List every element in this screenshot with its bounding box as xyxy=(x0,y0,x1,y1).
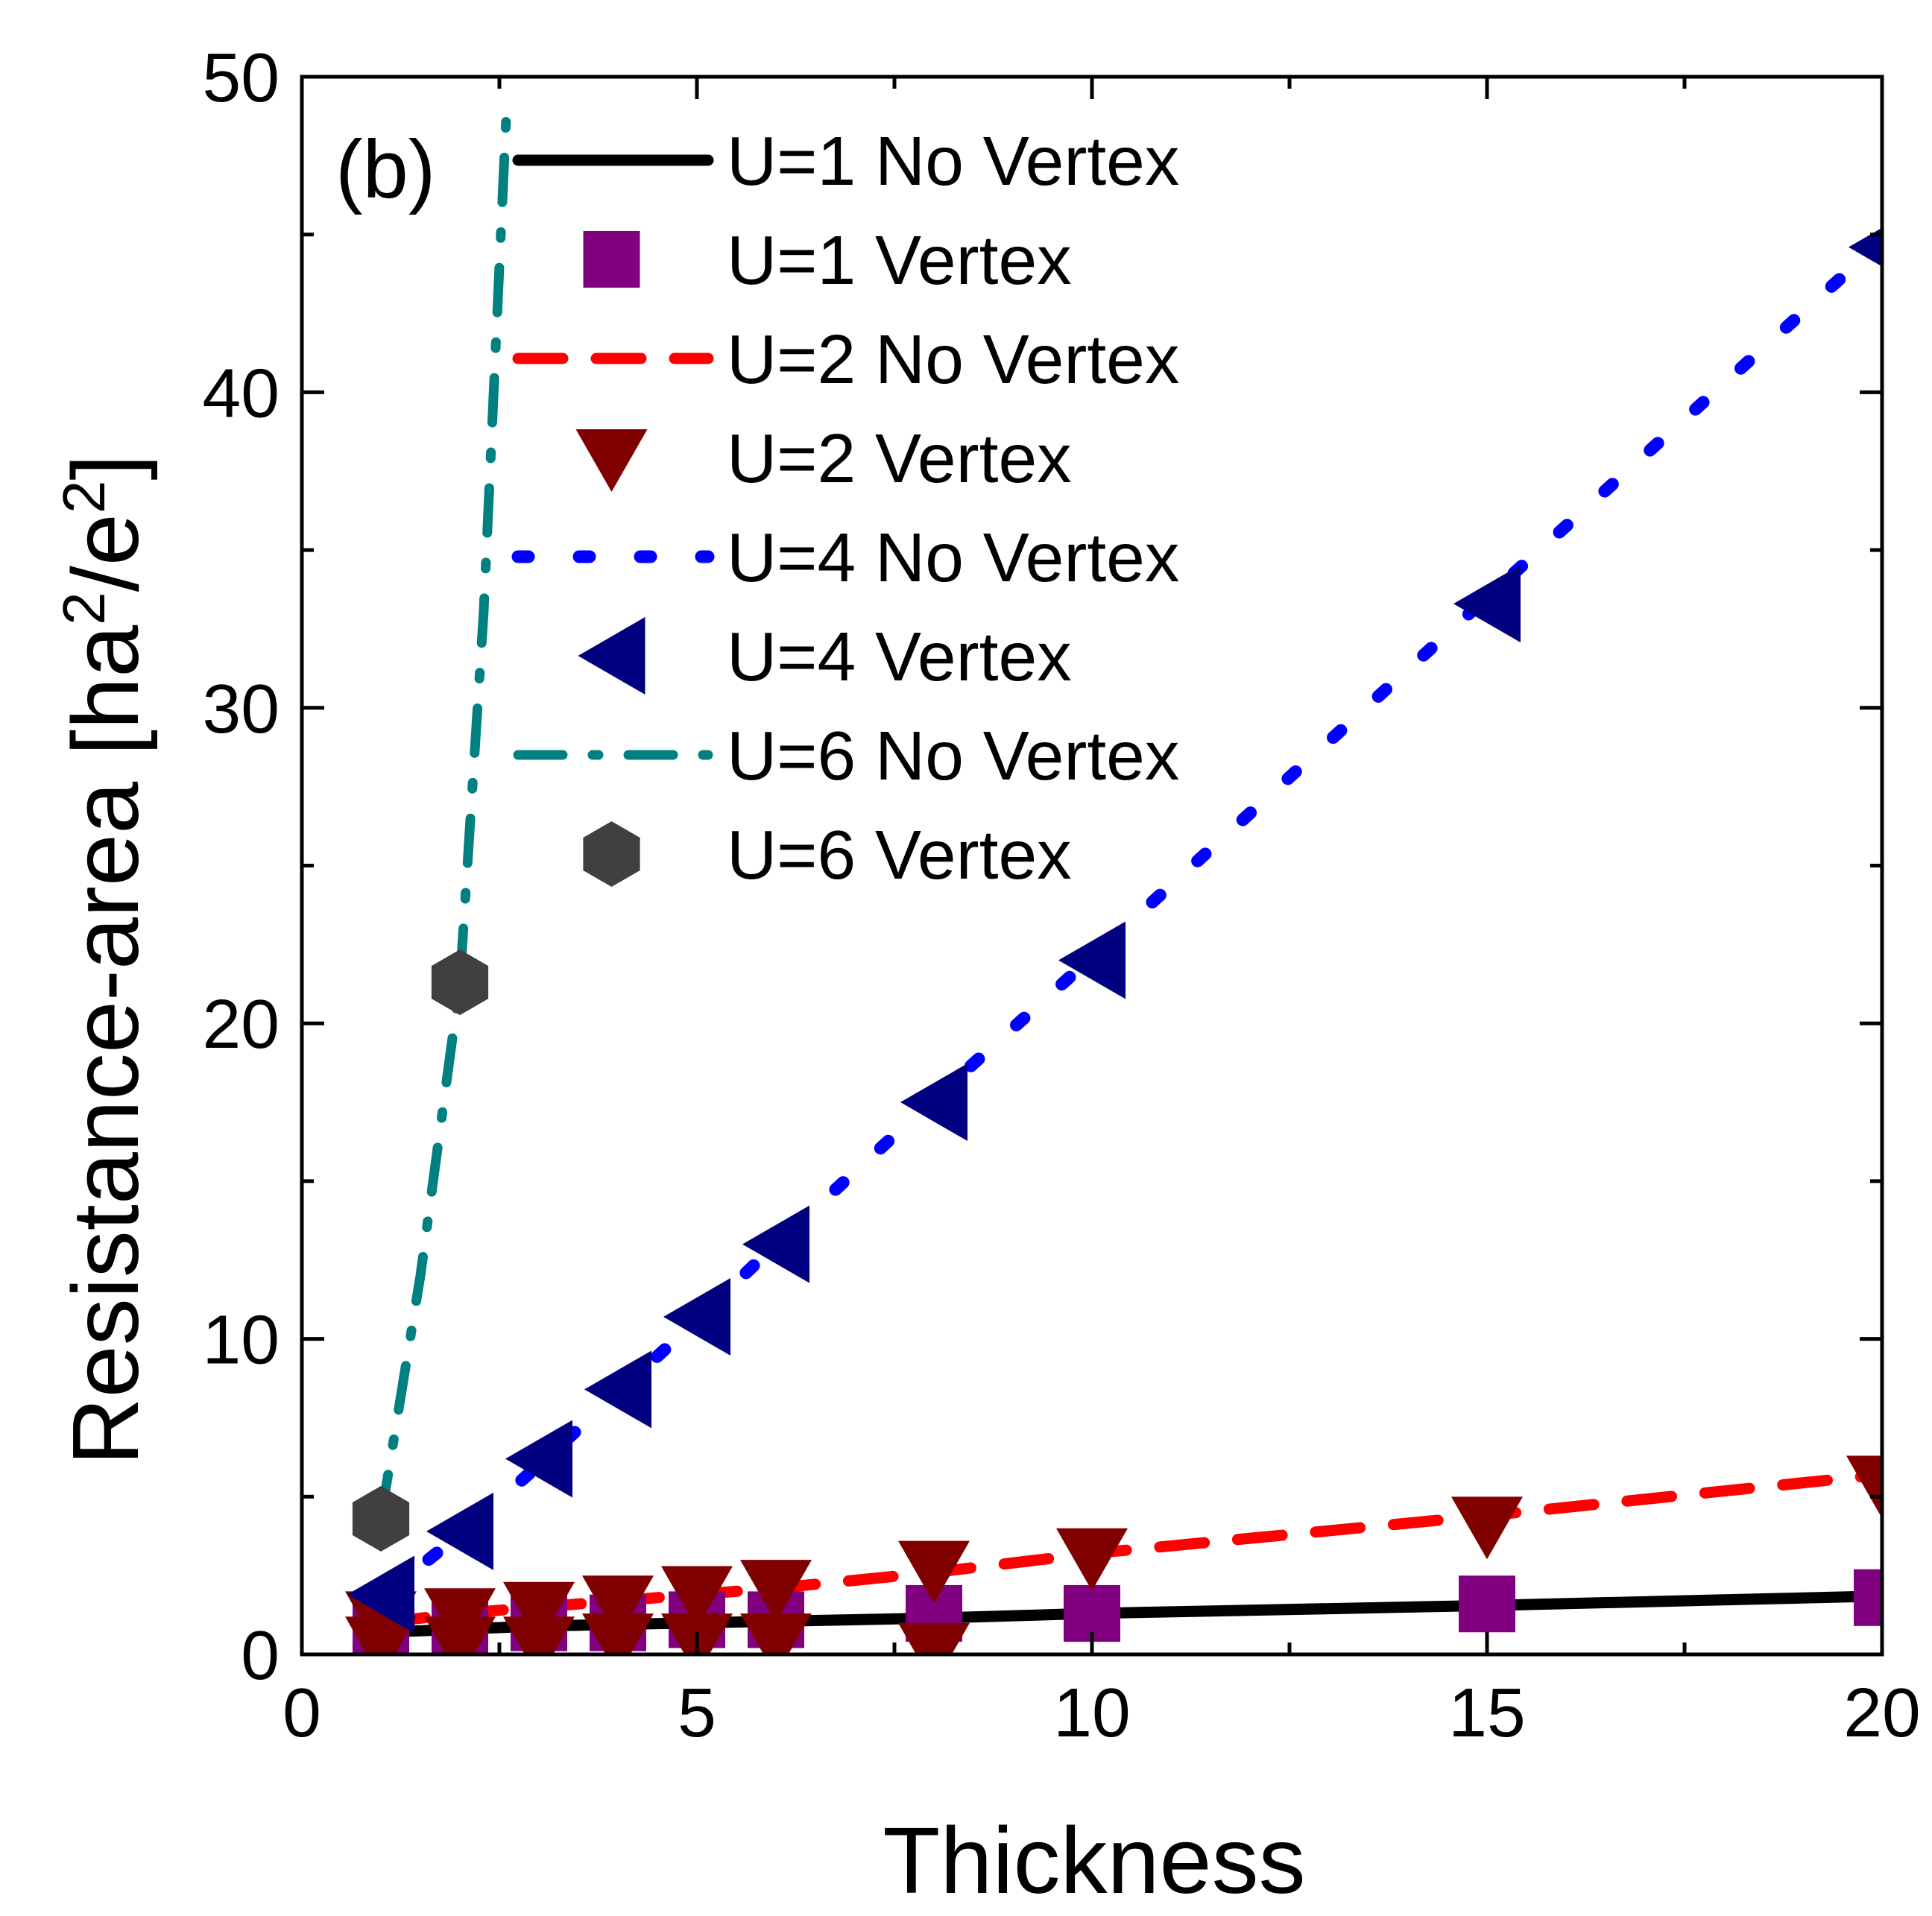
x-tick-label: 5 xyxy=(678,1674,716,1751)
legend: U=1 No Vertex U=1 Vertex U=2 No Vertex U=2 … xyxy=(518,122,1179,894)
point-u-2-vertex xyxy=(1056,1528,1128,1591)
point-u-4-vertex xyxy=(505,1420,572,1497)
x-tick-label: 15 xyxy=(1448,1674,1525,1751)
series-line-u-6-no-vertex xyxy=(381,92,508,1519)
legend-marker-u-4-vertex xyxy=(578,617,645,695)
legend-label-u-4-vertex: U=4 Vertex xyxy=(727,618,1072,695)
y-axis-title: Resistance-area [ha2/e2] xyxy=(51,455,158,1466)
point-u-6-vertex xyxy=(353,1486,409,1552)
y-tick-label: 40 xyxy=(203,354,280,431)
x-axis-title: Thickness xyxy=(883,1808,1305,1913)
point-u-4-vertex xyxy=(900,1063,967,1141)
legend-label-u-4-no-vertex: U=4 No Vertex xyxy=(727,519,1179,596)
y-tick-label: 0 xyxy=(241,1616,280,1694)
plot-frame xyxy=(302,77,1882,1654)
point-u-4-vertex xyxy=(1453,565,1521,642)
legend-label-u-1-no-vertex: U=1 No Vertex xyxy=(727,122,1179,200)
chart: 0 5 10 15 20 0 10 20 30 40 50 U=1 No Vertex U=1 Ver… xyxy=(0,0,1932,1916)
legend-label-u-6-vertex: U=6 Vertex xyxy=(727,816,1072,894)
x-tick-label: 10 xyxy=(1053,1674,1130,1751)
legend-marker-u-2-vertex xyxy=(576,429,648,492)
legend-label-u-2-vertex: U=2 Vertex xyxy=(727,420,1072,497)
point-u-1-vertex xyxy=(1459,1575,1515,1632)
point-u-6-vertex xyxy=(432,949,488,1015)
point-u-4-vertex xyxy=(1058,922,1126,999)
x-tick-label: 20 xyxy=(1843,1674,1920,1751)
y-tick-label: 30 xyxy=(203,670,280,747)
y-axis-title-mid: /e xyxy=(53,513,158,592)
legend-marker-u-6-vertex xyxy=(583,821,640,887)
legend-label-u-2-no-vertex: U=2 No Vertex xyxy=(727,320,1179,398)
y-axis-title-sup1: 2 xyxy=(51,592,117,625)
panel-label: (b) xyxy=(335,124,435,215)
y-axis-title-suffix: ] xyxy=(53,455,158,481)
legend-marker-u-1-vertex xyxy=(584,231,640,288)
y-tick-label: 50 xyxy=(203,39,280,116)
y-axis-title-sup2: 2 xyxy=(51,481,117,514)
point-u-4-vertex xyxy=(584,1350,651,1428)
point-u-4-vertex xyxy=(663,1278,730,1356)
point-u-2-vertex xyxy=(1451,1496,1523,1559)
y-tick-label: 20 xyxy=(203,985,280,1063)
y-tick-label: 10 xyxy=(203,1301,280,1379)
y-axis-title-prefix: Resistance-area [ha xyxy=(53,625,158,1466)
legend-label-u-1-vertex: U=1 Vertex xyxy=(727,221,1072,299)
x-tick-label: 0 xyxy=(282,1674,321,1751)
legend-label-u-6-no-vertex: U=6 No Vertex xyxy=(727,717,1179,794)
